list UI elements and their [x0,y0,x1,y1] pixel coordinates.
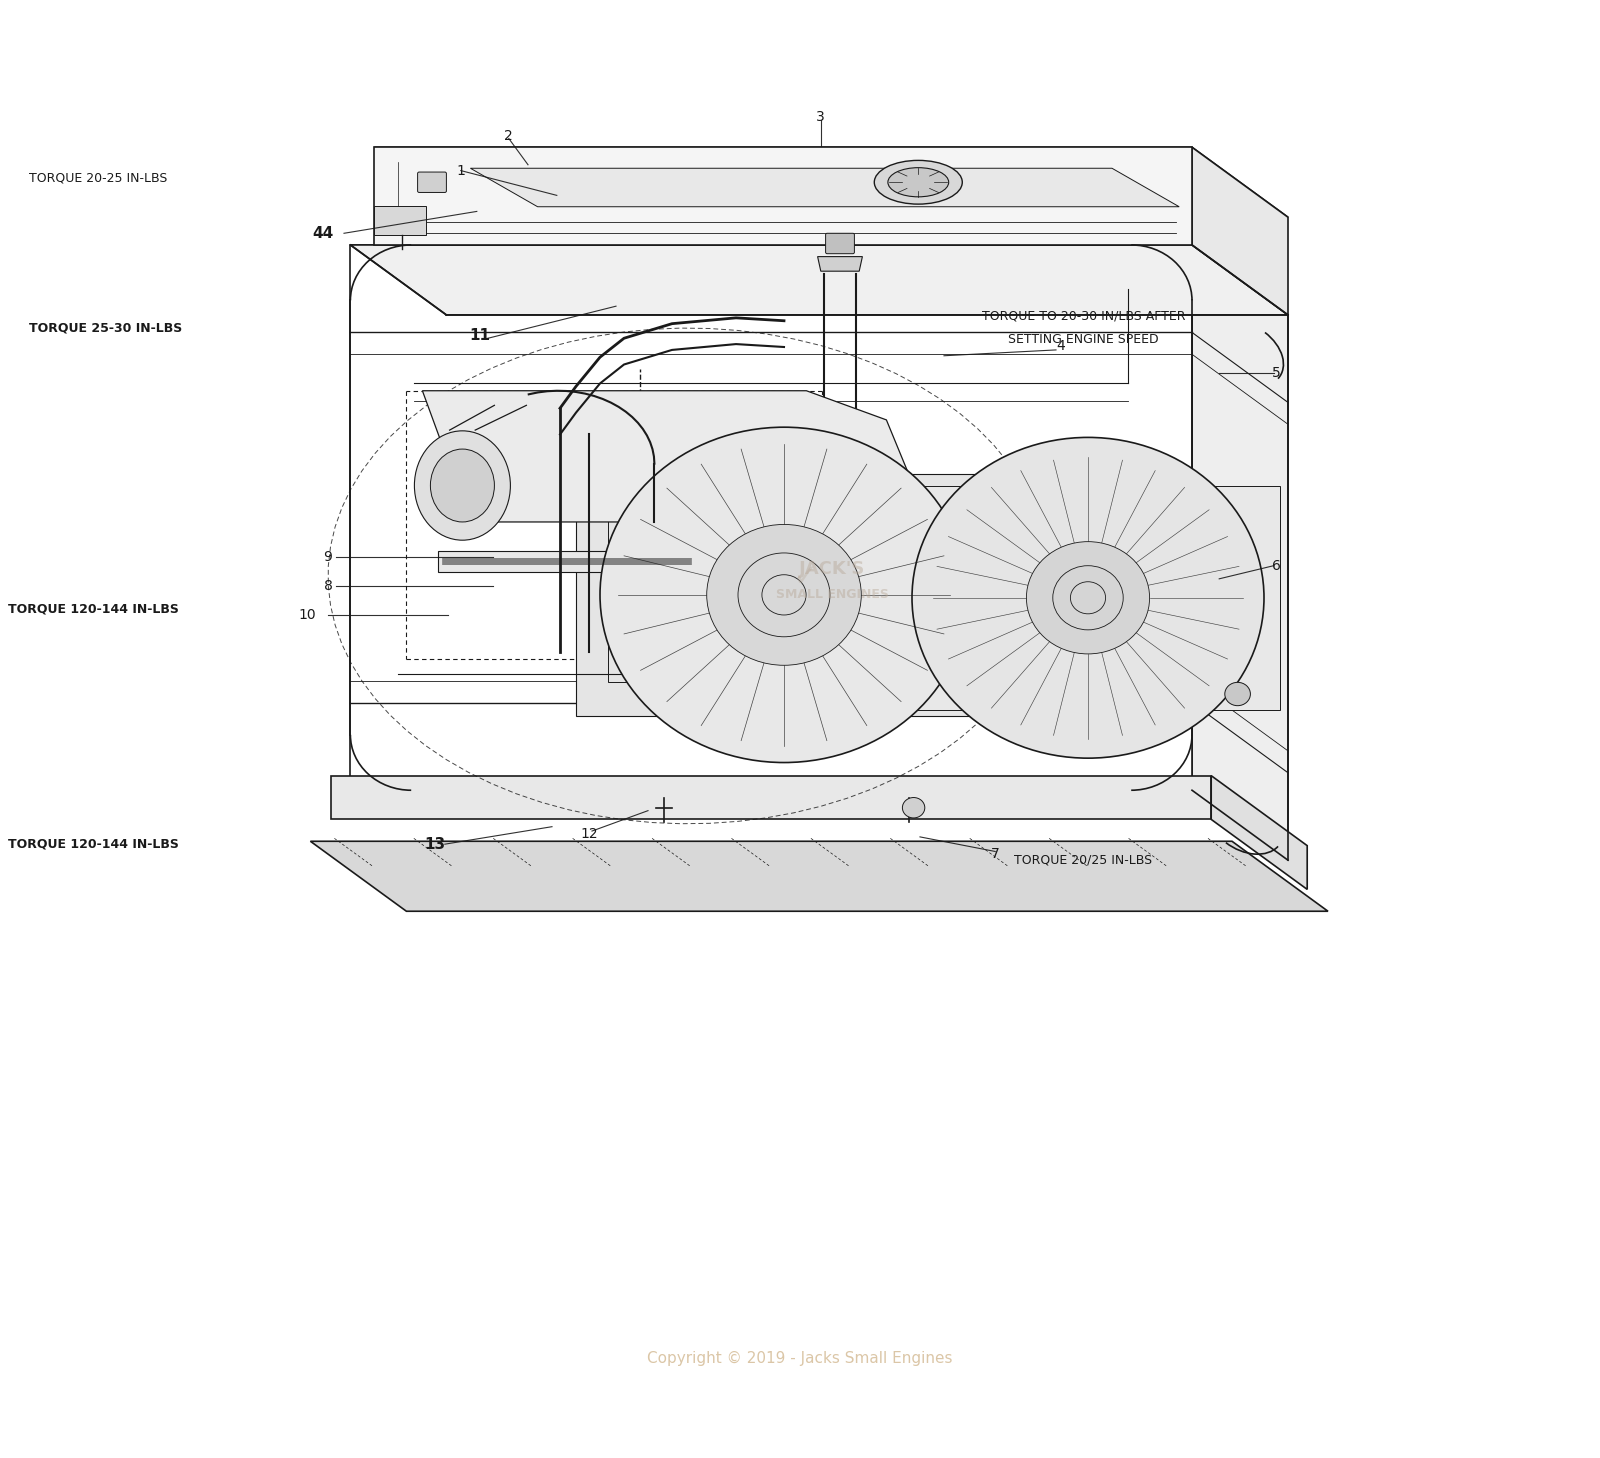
Circle shape [912,437,1264,758]
Text: TORQUE 25-30 IN-LBS: TORQUE 25-30 IN-LBS [29,322,182,334]
Text: 13: 13 [424,837,446,851]
Text: 44: 44 [312,226,334,241]
Polygon shape [1192,245,1288,860]
Polygon shape [350,245,1192,790]
Polygon shape [422,391,910,522]
Polygon shape [576,474,992,716]
Ellipse shape [414,432,510,539]
Text: SETTING ENGINE SPEED: SETTING ENGINE SPEED [1008,334,1158,346]
Polygon shape [470,168,1179,207]
Polygon shape [608,507,822,682]
Polygon shape [374,206,426,235]
Text: Copyright © 2019 - Jacks Small Engines: Copyright © 2019 - Jacks Small Engines [648,1352,952,1366]
Polygon shape [374,147,1192,245]
Polygon shape [438,551,694,572]
Circle shape [600,427,968,763]
Text: TORQUE TO 20-30 IN/LBS AFTER: TORQUE TO 20-30 IN/LBS AFTER [982,311,1186,322]
Circle shape [707,525,861,665]
Text: 5: 5 [1272,366,1282,381]
Circle shape [902,798,925,818]
Circle shape [762,574,806,615]
Text: 6: 6 [1272,558,1282,573]
Text: TORQUE 120-144 IN-LBS: TORQUE 120-144 IN-LBS [8,604,179,615]
Text: 12: 12 [579,827,598,841]
Text: 9: 9 [323,550,333,564]
Text: 11: 11 [469,328,491,343]
Text: TORQUE 120-144 IN-LBS: TORQUE 120-144 IN-LBS [8,838,179,850]
Text: JACK'S: JACK'S [798,560,866,577]
Polygon shape [374,147,1288,217]
Circle shape [1226,682,1251,706]
Text: 2: 2 [504,128,514,143]
Text: TORQUE 20-25 IN-LBS: TORQUE 20-25 IN-LBS [29,172,166,184]
Circle shape [1053,566,1123,630]
Polygon shape [350,245,1288,315]
Text: 4: 4 [1056,338,1066,353]
Text: 7: 7 [990,847,1000,862]
Text: 10: 10 [298,608,317,623]
Text: ✓: ✓ [792,563,818,592]
Ellipse shape [430,449,494,522]
FancyBboxPatch shape [826,233,854,254]
Polygon shape [331,776,1211,819]
Polygon shape [1192,147,1288,315]
Text: 1: 1 [456,163,466,178]
Polygon shape [1211,776,1307,889]
Circle shape [1027,542,1149,655]
Polygon shape [310,841,1328,911]
Ellipse shape [874,160,962,204]
Circle shape [738,553,830,637]
Circle shape [1070,582,1106,614]
Text: 3: 3 [816,109,826,124]
Polygon shape [894,537,982,653]
Text: SMALL ENGINES: SMALL ENGINES [776,589,888,601]
Polygon shape [818,257,862,271]
Text: TORQUE 20/25 IN-LBS: TORQUE 20/25 IN-LBS [1014,854,1152,866]
Polygon shape [896,486,1280,710]
FancyBboxPatch shape [418,172,446,192]
Text: 8: 8 [323,579,333,593]
Ellipse shape [888,168,949,197]
